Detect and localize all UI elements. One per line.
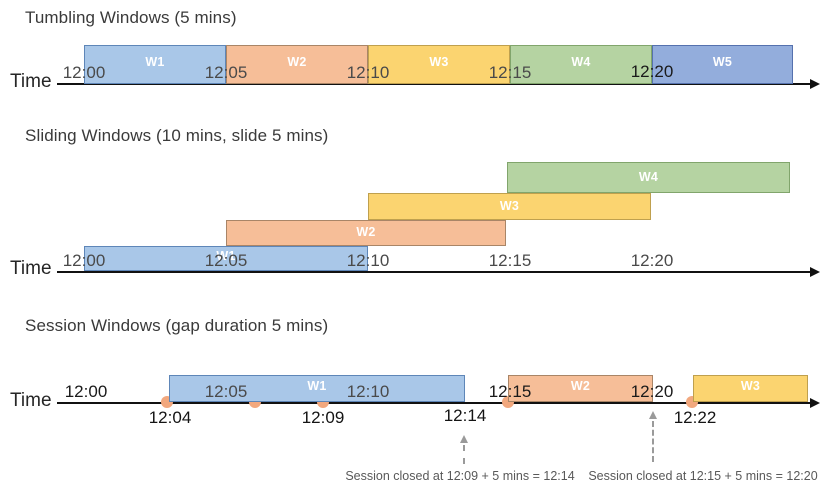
arrow-up-head bbox=[649, 411, 657, 419]
session-window-w3: W3 bbox=[693, 375, 808, 402]
arrow-up-icon-session1 bbox=[459, 435, 469, 464]
event-time-label-1222: 12:22 bbox=[673, 408, 717, 427]
session-tick-1205: 12:05 bbox=[204, 382, 248, 401]
tumbling-section-title: Tumbling Windows (5 mins) bbox=[25, 8, 237, 27]
tumbling-timeline bbox=[57, 83, 812, 85]
tumbling-tick-1215: 12:15 bbox=[488, 63, 532, 82]
sliding-timeline bbox=[57, 271, 812, 273]
arrow-up-icon-session2 bbox=[648, 411, 658, 462]
session-tick-1220: 12:20 bbox=[630, 382, 674, 401]
session-window-w2: W2 bbox=[508, 375, 653, 402]
sliding-window-w4: W4 bbox=[507, 162, 790, 193]
session-tick-1215: 12:15 bbox=[488, 382, 532, 401]
window-label: W3 bbox=[429, 55, 449, 69]
arrow-up-head bbox=[460, 435, 468, 443]
session-window-w1: W1 bbox=[169, 375, 465, 402]
tumbling-tick-1220: 12:20 bbox=[630, 62, 674, 81]
event-time-label-1204: 12:04 bbox=[148, 408, 192, 427]
sliding-window-w3: W3 bbox=[368, 193, 651, 220]
session-section-title: Session Windows (gap duration 5 mins) bbox=[25, 316, 329, 335]
sliding-section-title: Sliding Windows (10 mins, slide 5 mins) bbox=[25, 126, 329, 145]
window-label: W2 bbox=[287, 55, 307, 69]
sliding-arrow-right-icon bbox=[810, 267, 820, 277]
tumbling-tick-1200: 12:00 bbox=[62, 63, 106, 82]
window-label: W3 bbox=[740, 379, 761, 393]
session-arrow-right-icon bbox=[810, 398, 820, 408]
tumbling-time-axis-label: Time bbox=[10, 71, 52, 92]
sliding-window-w2: W2 bbox=[226, 220, 506, 246]
session-time-axis-label: Time bbox=[10, 390, 52, 411]
sliding-window-w1: W1 bbox=[84, 246, 368, 271]
window-label: W4 bbox=[638, 170, 659, 184]
tumbling-tick-1205: 12:05 bbox=[204, 63, 248, 82]
window-label: W2 bbox=[356, 225, 376, 239]
session-tick-1200: 12:00 bbox=[64, 382, 108, 401]
window-label: W1 bbox=[307, 379, 327, 393]
sliding-time-axis-label: Time bbox=[10, 258, 52, 279]
window-label: W3 bbox=[499, 199, 520, 213]
window-label: W2 bbox=[570, 379, 591, 393]
session-tick-1210: 12:10 bbox=[346, 382, 390, 401]
sliding-tick-1215: 12:15 bbox=[488, 251, 532, 270]
window-label: W1 bbox=[145, 55, 165, 69]
session-closed-annotation-1: Session closed at 12:09 + 5 mins = 12:14 bbox=[345, 469, 575, 483]
arrow-up-shaft bbox=[463, 445, 465, 464]
sliding-tick-1210: 12:10 bbox=[346, 251, 390, 270]
tumbling-tick-1210: 12:10 bbox=[346, 63, 390, 82]
window-label: W1 bbox=[216, 249, 236, 263]
sliding-tick-1205: 12:05 bbox=[204, 251, 248, 270]
tumbling-arrow-right-icon bbox=[810, 79, 820, 89]
session-closed-annotation-2: Session closed at 12:15 + 5 mins = 12:20 bbox=[588, 469, 818, 483]
tumbling-window-w2: W2 bbox=[226, 45, 368, 84]
sliding-tick-1220: 12:20 bbox=[630, 251, 674, 270]
event-time-label-1214: 12:14 bbox=[443, 406, 487, 425]
event-time-label-1209: 12:09 bbox=[301, 408, 345, 427]
tumbling-window-w4: W4 bbox=[510, 45, 652, 84]
window-label: W5 bbox=[712, 55, 733, 69]
tumbling-window-w1: W1 bbox=[84, 45, 226, 84]
session-timeline bbox=[57, 402, 812, 404]
tumbling-window-w3: W3 bbox=[368, 45, 510, 84]
window-label: W4 bbox=[571, 55, 591, 69]
arrow-up-shaft bbox=[652, 421, 654, 462]
tumbling-window-w5: W5 bbox=[652, 45, 793, 84]
sliding-tick-1200: 12:00 bbox=[62, 251, 106, 270]
